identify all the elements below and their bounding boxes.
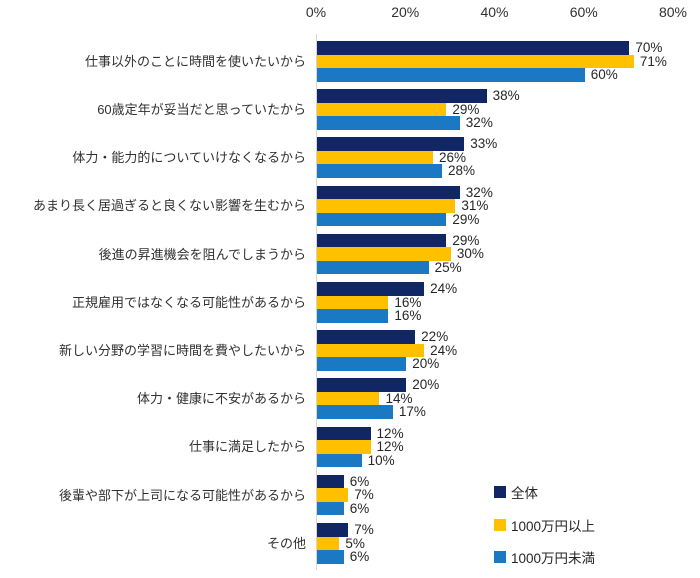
value-label: 17%	[398, 404, 426, 420]
bar-under-10m	[317, 405, 393, 419]
value-label: 26%	[439, 149, 467, 165]
bar-under-10m	[317, 212, 447, 227]
value-label: 14%	[385, 390, 413, 406]
bar-over-10m	[317, 150, 434, 165]
bar-overall	[317, 330, 416, 344]
value-label: 32%	[465, 115, 493, 131]
category-label: 60歳定年が妥当だと思っていたから	[97, 101, 306, 117]
bar-overall	[317, 523, 349, 537]
bar-overall	[317, 41, 630, 55]
value-label: 12%	[376, 439, 404, 455]
value-label: 5%	[345, 535, 365, 551]
legend-item-over-10m: 1000万円以上	[494, 515, 595, 535]
bar-overall	[317, 233, 447, 248]
bar-over-10m	[317, 102, 447, 117]
bar-overall	[317, 378, 407, 392]
x-axis-tick-label: 60%	[569, 4, 598, 20]
value-label: 71%	[639, 53, 667, 69]
value-label: 33%	[470, 136, 498, 152]
bar-under-10m	[317, 501, 344, 516]
category-label: 新しい分野の学習に時間を費やしたいから	[58, 342, 306, 358]
value-label: 16%	[394, 308, 422, 323]
bar-over-10m	[317, 391, 380, 406]
bar-overall	[317, 137, 465, 151]
value-label: 29%	[452, 101, 480, 117]
x-axis-tick-label: 0%	[305, 4, 327, 20]
legend-item-overall: 全体	[494, 482, 538, 502]
x-axis-tick-label: 80%	[658, 4, 688, 20]
value-label: 32%	[465, 184, 493, 200]
category-label: その他	[266, 535, 306, 551]
value-label: 29%	[452, 232, 480, 248]
bar-under-10m	[317, 68, 585, 82]
bar-under-10m	[317, 309, 389, 323]
bar-over-10m	[317, 199, 456, 213]
category-label: 仕事に満足したから	[188, 439, 306, 455]
value-label: 7%	[354, 522, 374, 537]
category-label: 後進の昇進機会を阻んでしまうから	[98, 246, 306, 262]
value-label: 6%	[349, 500, 370, 516]
category-label: 後輩や部下が上司になる可能性があるから	[58, 487, 306, 503]
value-label: 6%	[349, 473, 370, 489]
bar-under-10m	[317, 357, 407, 371]
value-label: 16%	[394, 294, 422, 310]
bar-overall	[317, 282, 425, 296]
category-label: 体力・能力的についていけなくなるから	[72, 150, 306, 166]
bar-under-10m	[317, 164, 442, 178]
category-label: 体力・健康に不安があるから	[136, 391, 306, 407]
x-axis-tick-label: 40%	[480, 4, 509, 20]
value-label: 10%	[367, 452, 395, 468]
value-label: 31%	[461, 198, 489, 214]
y-axis-line	[316, 34, 317, 570]
bar-over-10m	[317, 440, 371, 454]
legend-label: 1000万円以上	[511, 518, 596, 534]
value-label: 24%	[430, 281, 458, 296]
value-label: 30%	[456, 246, 484, 262]
legend-label: 1000万円未満	[511, 550, 596, 566]
bar-overall	[317, 426, 371, 441]
bar-under-10m	[317, 453, 362, 468]
bar-overall	[317, 474, 344, 489]
value-label: 29%	[452, 211, 480, 227]
value-label: 60%	[590, 67, 618, 82]
x-axis-tick-label: 20%	[391, 4, 420, 20]
legend-swatch-overall	[494, 486, 506, 498]
legend-item-under-10m: 1000万円未満	[494, 547, 595, 567]
bar-over-10m	[317, 536, 340, 550]
value-label: 70%	[635, 40, 663, 55]
value-label: 22%	[421, 329, 449, 345]
bar-over-10m	[317, 295, 389, 309]
legend-swatch-over-10m	[494, 518, 506, 531]
category-label: 正規雇用ではなくなる可能性があるから	[71, 294, 306, 310]
legend-swatch-under-10m	[494, 550, 506, 563]
value-label: 38%	[492, 88, 520, 104]
bar-under-10m	[317, 550, 344, 564]
bar-over-10m	[317, 54, 634, 68]
value-label: 28%	[447, 163, 475, 179]
value-label: 7%	[354, 487, 374, 503]
category-label: 仕事以外のことに時間を使いたいから	[84, 53, 306, 69]
bar-over-10m	[317, 488, 349, 502]
legend-label: 全体	[511, 486, 538, 501]
bar-overall	[317, 89, 487, 103]
value-label: 6%	[349, 549, 370, 564]
bar-under-10m	[317, 116, 460, 130]
value-label: 12%	[376, 425, 404, 441]
bar-over-10m	[317, 247, 451, 261]
value-label: 20%	[412, 356, 440, 372]
category-label: あまり長く居過ぎると良くない影響を生むから	[32, 198, 306, 214]
bar-overall	[317, 185, 460, 200]
bar-over-10m	[317, 343, 425, 358]
value-label: 20%	[412, 377, 440, 393]
bar-under-10m	[317, 260, 429, 275]
value-label: 25%	[434, 259, 462, 275]
value-label: 24%	[430, 342, 458, 358]
